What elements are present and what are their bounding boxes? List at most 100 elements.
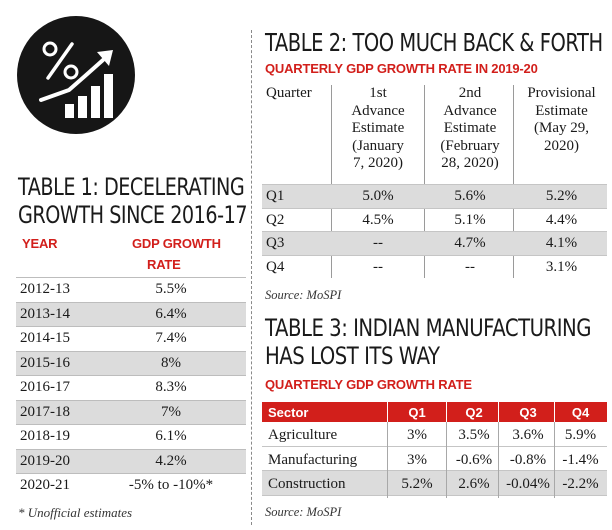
- column-separator: [424, 85, 425, 278]
- value-cell: 4.5%: [362, 211, 394, 228]
- value-cell: --: [465, 258, 475, 275]
- table1-title-line1: TABLE 1: DECELERATING: [18, 173, 245, 201]
- quarter-cell: Q1: [266, 188, 285, 204]
- year-cell: 2012-13: [20, 281, 70, 297]
- column-divider: [251, 30, 252, 525]
- value-cell: 5.9%: [564, 427, 597, 443]
- table-row: 2017-18 7%: [16, 399, 246, 424]
- value-cell: -1.4%: [562, 451, 599, 468]
- table2-header: Quarter 1st Advance Estimate (January 7,…: [262, 85, 607, 185]
- table1-title-line2: GROWTH SINCE 2016-17: [18, 201, 248, 229]
- value-cell: 4.7%: [454, 235, 486, 251]
- rate-cell: 8%: [161, 354, 181, 371]
- table2-header-second-advance: 2nd Advance Estimate (February 28, 2020): [425, 85, 515, 173]
- table-row: Manufacturing 3% -0.6% -0.8% -1.4%: [262, 447, 607, 471]
- header-line: Provisional: [527, 85, 596, 101]
- column-separator: [498, 422, 499, 498]
- rate-cell: 4.2%: [155, 452, 187, 469]
- table1-footnote: * Unofficial estimates: [18, 505, 133, 520]
- quarter-cell: Q4: [266, 258, 285, 275]
- value-cell: --: [373, 258, 383, 275]
- table2-header-quarter: Quarter: [266, 85, 312, 101]
- table2-header-provisional: Provisional Estimate (May 29, 2020): [514, 85, 609, 155]
- left-column: TABLE 1: DECELERATING GROWTH SINCE 2016-…: [0, 0, 250, 530]
- year-cell: 2013-14: [20, 305, 70, 322]
- table-row: Agriculture 3% 3.5% 3.6% 5.9%: [262, 422, 607, 447]
- header-line: Advance: [443, 102, 497, 119]
- quarter-cell: Q3: [266, 235, 285, 251]
- header-line: 1st: [369, 85, 387, 101]
- value-cell: 3.5%: [458, 427, 490, 443]
- value-cell: -2.2%: [562, 476, 599, 492]
- value-cell: 5.2%: [545, 188, 578, 204]
- table3-source: Source: MoSPI: [265, 505, 342, 519]
- value-cell: 5.2%: [401, 476, 433, 492]
- table2-title: TABLE 2: TOO MUCH BACK & FORTH: [265, 28, 603, 57]
- table1-header-gdp-line2: RATE: [147, 257, 181, 272]
- table1-body: 2012-13 5.5% 2013-14 6.4% 2014-15 7.4% 2015…: [16, 277, 246, 498]
- sector-cell: Manufacturing: [268, 451, 358, 468]
- table-row: Q1 5.0% 5.6% 5.2%: [262, 184, 607, 208]
- header-line: Advance: [351, 102, 405, 119]
- value-cell: 3.6%: [512, 427, 544, 443]
- value-cell: 3.1%: [545, 258, 578, 275]
- table2-header-first-advance: 1st Advance Estimate (January 7, 2020): [334, 85, 422, 173]
- value-cell: 5.0%: [362, 188, 394, 204]
- table-row: 2013-14 6.4%: [16, 301, 246, 326]
- header-q2: Q2: [465, 405, 483, 420]
- table-row: 2018-19 6.1%: [16, 424, 246, 449]
- value-cell: --: [373, 235, 383, 251]
- growth-percent-icon: [17, 16, 135, 134]
- table-row: 2016-17 8.3%: [16, 375, 246, 400]
- year-cell: 2017-18: [20, 403, 70, 420]
- value-cell: 2.6%: [458, 476, 490, 492]
- table1-header-year: YEAR: [22, 236, 58, 251]
- rate-cell: 6.4%: [155, 305, 187, 322]
- header-line: Estimate: [351, 120, 405, 136]
- header-q1: Q1: [408, 405, 426, 420]
- table1-header-gdp-line1: GDP GROWTH: [132, 236, 221, 251]
- value-cell: 5.1%: [454, 211, 486, 228]
- sector-cell: Agriculture: [268, 427, 338, 443]
- year-cell: 2019-20: [20, 452, 70, 469]
- column-separator: [446, 422, 447, 498]
- value-cell: -0.6%: [455, 451, 493, 468]
- year-cell: 2014-15: [20, 330, 70, 346]
- table-row: 2014-15 7.4%: [16, 326, 246, 351]
- header-line: 2020): [544, 137, 579, 154]
- table-row: 2012-13 5.5%: [16, 277, 246, 302]
- table3: Sector Q1 Q2 Q3 Q4 Agriculture 3% 3.5% 3…: [262, 402, 607, 496]
- table-row: Q3 -- 4.7% 4.1%: [262, 231, 607, 255]
- header-line: 7, 2020): [353, 155, 403, 171]
- quarter-cell: Q2: [266, 211, 285, 228]
- column-separator: [513, 85, 514, 278]
- value-cell: 5.6%: [454, 188, 486, 204]
- value-cell: -0.8%: [509, 451, 547, 468]
- table3-subtitle: QUARTERLY GDP GROWTH RATE: [265, 377, 472, 392]
- header-line: Estimate: [443, 120, 497, 136]
- year-cell: 2016-17: [20, 379, 70, 395]
- year-cell: 2018-19: [20, 428, 70, 444]
- table-row: Q2 4.5% 5.1% 4.4%: [262, 207, 607, 232]
- value-cell: -0.04%: [506, 476, 550, 492]
- rate-cell: 7%: [161, 403, 181, 420]
- rate-cell: -5% to -10%*: [128, 477, 214, 493]
- value-cell: 3%: [407, 427, 427, 443]
- table2-subtitle: QUARTERLY GDP GROWTH RATE IN 2019-20: [265, 61, 538, 76]
- table3-title-line1: TABLE 3: INDIAN MANUFACTURING: [265, 314, 592, 342]
- column-separator: [554, 422, 555, 498]
- table-row: Construction 5.2% 2.6% -0.04% -2.2%: [262, 471, 607, 496]
- table-row: 2020-21 -5% to -10%*: [16, 473, 246, 498]
- header-line: (January: [352, 137, 404, 154]
- rate-cell: 6.1%: [155, 428, 187, 444]
- header-line: Estimate: [535, 102, 588, 119]
- value-cell: 3%: [407, 451, 427, 468]
- table-row: Q4 -- -- 3.1%: [262, 254, 607, 279]
- header-q4: Q4: [571, 405, 590, 420]
- column-separator: [331, 85, 332, 278]
- year-cell: 2015-16: [20, 354, 70, 371]
- header-sector: Sector: [268, 405, 309, 420]
- rate-cell: 8.3%: [155, 379, 187, 395]
- table3-header-row: Sector Q1 Q2 Q3 Q4: [262, 402, 607, 422]
- year-cell: 2020-21: [20, 477, 70, 493]
